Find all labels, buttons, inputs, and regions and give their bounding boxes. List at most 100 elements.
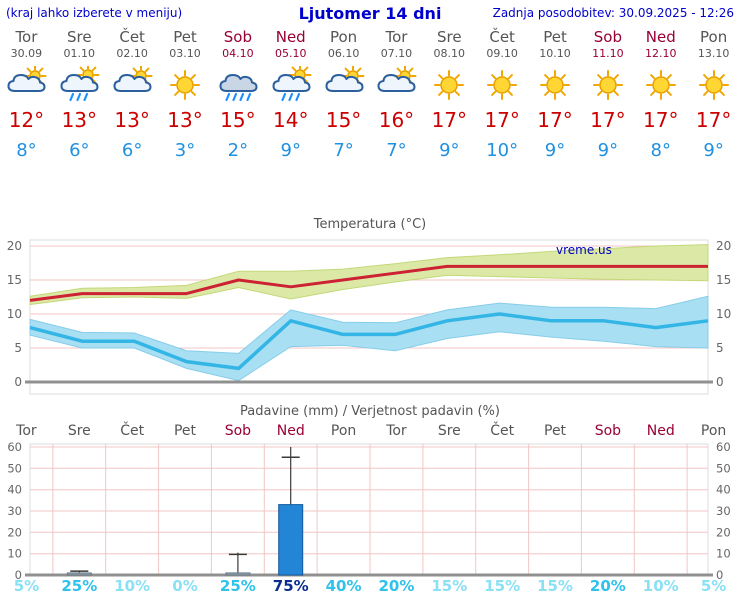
- day-column[interactable]: Pon 13.10 17° 9°: [687, 28, 740, 161]
- svg-text:0: 0: [716, 375, 724, 389]
- day-max-temp: 15°: [325, 108, 362, 132]
- plot-border: [29, 443, 709, 576]
- day-date: 06.10: [327, 47, 360, 60]
- day-name: Pon: [329, 28, 358, 46]
- day-name: Pet: [543, 28, 567, 46]
- day-min-temp: 3°: [174, 140, 196, 161]
- precip-day-label: Sre: [437, 423, 461, 439]
- header: (kraj lahko izberete v meniju) Ljutomer …: [0, 4, 740, 24]
- day-column[interactable]: Čet 09.10 17° 10°: [476, 28, 529, 161]
- day-column[interactable]: Pet 03.10 13° 3°: [159, 28, 212, 161]
- precip-day-label: Pon: [330, 423, 357, 439]
- day-max-temp: 15°: [220, 108, 256, 132]
- precip-probability-row: 5% 25% 10% 0% 25% 75% 40% 20% 15% 15% 15% 20% 10% 5%: [0, 577, 740, 595]
- precip-probability-value: 75%: [272, 577, 309, 595]
- day-name: Sob: [223, 28, 252, 46]
- y-axis-labels: 0 0 5 5 10 10 15 15 20 20: [7, 239, 732, 389]
- day-min-temp: 9°: [597, 140, 619, 161]
- day-date: 12.10: [644, 47, 677, 60]
- day-min-temp: 8°: [16, 140, 37, 161]
- day-column[interactable]: Sob 04.10 15° 2°: [211, 28, 264, 161]
- sun-cloud-icon: [0, 64, 53, 106]
- precip-day-label: Čet: [120, 423, 145, 439]
- svg-text:20: 20: [7, 239, 22, 253]
- day-column[interactable]: Ned 12.10 17° 8°: [634, 28, 687, 161]
- day-max-temp: 13°: [61, 108, 98, 132]
- day-min-temp: 7°: [333, 140, 354, 161]
- precip-probability-value: 25%: [61, 577, 98, 595]
- day-date: 13.10: [697, 47, 730, 60]
- day-column[interactable]: Sob 11.10 17° 9°: [581, 28, 634, 161]
- day-min-temp: 7°: [386, 140, 407, 161]
- day-max-temp: 14°: [273, 108, 309, 132]
- precipitation-chart-title: Padavine (mm) / Verjetnost padavin (%): [240, 404, 500, 419]
- sun-icon: [476, 64, 529, 106]
- precip-probability-value: 20%: [589, 577, 626, 595]
- precip-probability-value: 5%: [13, 577, 40, 595]
- gridlines: [30, 444, 708, 575]
- svg-text:15: 15: [716, 273, 731, 287]
- svg-text:50: 50: [7, 461, 22, 475]
- sun-icon: [529, 64, 582, 106]
- svg-text:20: 20: [716, 239, 731, 253]
- day-max-temp: 17°: [590, 108, 626, 132]
- svg-text:10: 10: [7, 307, 22, 321]
- svg-text:50: 50: [716, 461, 731, 475]
- svg-text:20: 20: [716, 525, 731, 539]
- day-column[interactable]: Tor 07.10 16° 7°: [370, 28, 423, 161]
- day-max-temp: 13°: [114, 108, 150, 132]
- min-temp-line: [29, 312, 709, 371]
- precip-day-label: Ned: [276, 423, 305, 439]
- day-column[interactable]: Pet 10.10 17° 9°: [529, 28, 582, 161]
- day-column[interactable]: Pon 06.10 15° 7°: [317, 28, 370, 161]
- day-min-temp: 9°: [703, 140, 724, 161]
- y-axis-labels: 0 0 10 10 20 20 30 30 40 40 50 50 60 60: [7, 442, 730, 582]
- forecast-days: Tor 30.09 12° 8° Sre 01.10 13° 6° Čet 02.10 13° 6° P…: [0, 28, 740, 161]
- sun-icon: [581, 64, 634, 106]
- day-column[interactable]: Čet 02.10 13° 6°: [106, 28, 159, 161]
- day-column[interactable]: Tor 30.09 12° 8°: [0, 28, 53, 161]
- day-date: 10.10: [539, 47, 571, 60]
- day-name: Pet: [173, 28, 197, 46]
- day-date: 08.10: [433, 47, 466, 60]
- precip-bar: [225, 572, 251, 576]
- day-name: Ned: [645, 28, 676, 46]
- day-max-temp: 12°: [8, 108, 45, 132]
- precip-day-label: Pet: [173, 423, 197, 439]
- day-column[interactable]: Sre 01.10 13° 6°: [53, 28, 106, 161]
- day-max-temp: 17°: [695, 108, 732, 132]
- day-name: Čet: [489, 28, 515, 46]
- svg-text:60: 60: [7, 442, 22, 454]
- sun-icon: [423, 64, 476, 106]
- svg-text:10: 10: [716, 307, 731, 321]
- min-temp-range-band: [29, 295, 709, 382]
- day-max-temp: 17°: [431, 108, 468, 132]
- precip-day-label: Tor: [386, 423, 407, 439]
- svg-text:30: 30: [716, 504, 731, 518]
- day-name: Tor: [15, 28, 38, 46]
- precip-day-label: Pet: [544, 423, 567, 439]
- day-name: Pon: [700, 28, 728, 46]
- day-min-temp: 9°: [280, 140, 301, 161]
- day-date: 30.09: [10, 47, 43, 60]
- day-date: 09.10: [486, 47, 518, 60]
- day-name: Sre: [66, 28, 92, 46]
- precip-day-label: Tor: [16, 423, 37, 439]
- svg-text:10: 10: [716, 547, 731, 561]
- day-min-temp: 8°: [650, 140, 671, 161]
- svg-text:0: 0: [15, 568, 22, 582]
- day-column[interactable]: Ned 05.10 14° 9°: [264, 28, 317, 161]
- sun-cloud-icon: [106, 64, 159, 106]
- sun-icon: [634, 64, 687, 106]
- precip-probability-value: 15%: [484, 577, 521, 595]
- cloud-sun-rain-icon: [264, 64, 317, 106]
- svg-text:5: 5: [14, 341, 22, 355]
- day-date: 01.10: [63, 47, 96, 60]
- precip-probability-value: 25%: [219, 577, 256, 595]
- precip-probability-value: 10%: [114, 577, 151, 595]
- day-column[interactable]: Sre 08.10 17° 9°: [423, 28, 476, 161]
- day-min-temp: 10°: [486, 140, 519, 161]
- day-date: 05.10: [274, 47, 307, 60]
- day-min-temp: 6°: [69, 140, 90, 161]
